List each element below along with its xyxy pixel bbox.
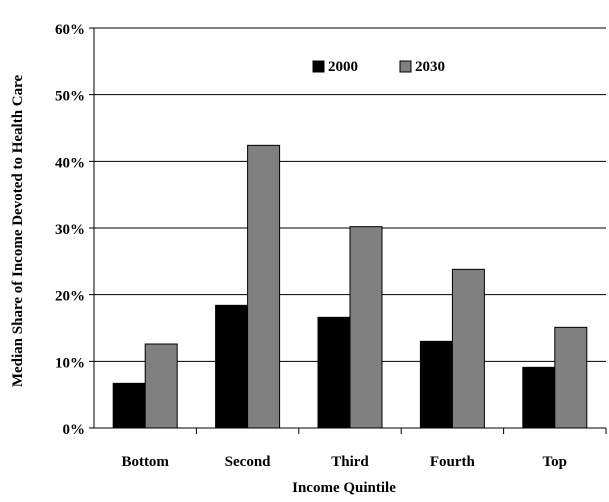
legend-label-2000: 2000 <box>328 59 358 75</box>
y-tick-label: 60% <box>55 22 85 38</box>
legend-label-2030: 2030 <box>415 59 445 75</box>
legend-swatch-2000 <box>312 60 325 73</box>
bar-2030-third <box>349 226 383 429</box>
legend: 2000 2030 <box>312 59 445 75</box>
x-category-label: Top <box>543 454 567 470</box>
y-axis-title: Median Share of Income Devoted to Health… <box>10 75 26 388</box>
bar-2000-third <box>317 316 351 429</box>
bar-2030-top <box>554 326 588 429</box>
y-tick-label: 20% <box>55 289 85 305</box>
bar-2000-top <box>522 366 556 429</box>
bar-2000-bottom <box>112 382 146 429</box>
bar-2030-bottom <box>144 343 178 429</box>
bars <box>112 144 588 429</box>
bar-2000-fourth <box>419 340 453 429</box>
y-tick-label: 10% <box>55 355 85 371</box>
y-tick-label: 30% <box>55 222 85 238</box>
x-category-label: Bottom <box>121 454 169 470</box>
x-category-label: Fourth <box>430 454 476 470</box>
bar-2030-second <box>247 144 281 429</box>
y-tick-label: 0% <box>63 422 86 438</box>
bar-2000-second <box>215 304 249 429</box>
x-category-label: Third <box>331 454 369 470</box>
x-category-label: Second <box>225 454 272 470</box>
y-tick-label: 40% <box>55 155 85 171</box>
axes <box>89 27 607 434</box>
y-tick-labels: 0% 10% 20% 30% 40% 50% 60% <box>55 22 85 438</box>
x-axis-title: Income Quintile <box>292 480 396 496</box>
bar-2030-fourth <box>451 268 485 429</box>
y-tick-label: 50% <box>55 89 85 105</box>
x-category-labels: Bottom Second Third Fourth Top <box>121 454 567 470</box>
legend-swatch-2030 <box>399 60 412 73</box>
